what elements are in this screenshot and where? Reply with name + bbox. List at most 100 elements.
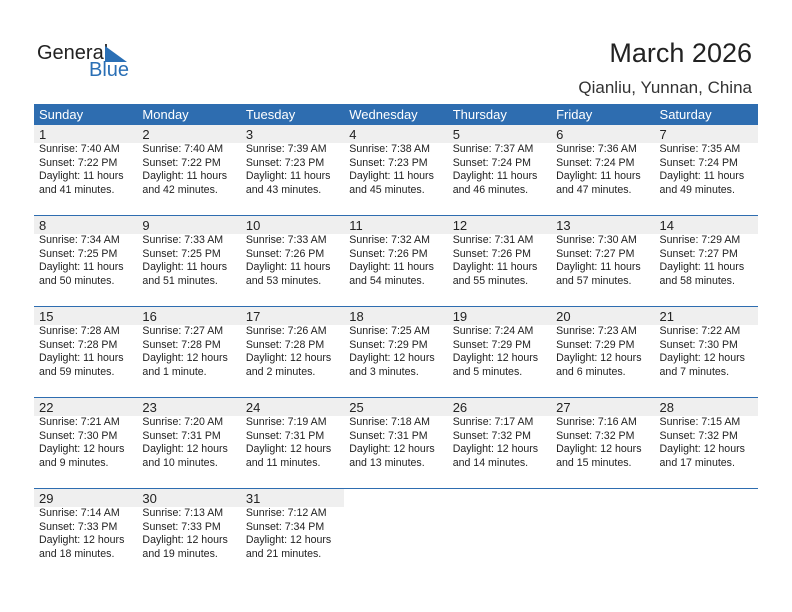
sunset-text: Sunset: 7:24 PM <box>556 156 635 169</box>
day-info: Sunrise: 7:14 AM Sunset: 7:33 PM Daylight:… <box>34 507 137 561</box>
day-number: 7 <box>654 125 758 143</box>
day-cell: 12 Sunrise: 7:31 AM Sunset: 7:26 PM Dayligh… <box>447 215 552 307</box>
day-info: Sunrise: 7:17 AM Sunset: 7:32 PM Daylight:… <box>448 416 551 470</box>
sunset-text: Sunset: 7:26 PM <box>245 247 325 260</box>
day-info: Sunrise: 7:39 AM Sunset: 7:23 PM Daylight:… <box>241 143 344 197</box>
sunset-text: Sunset: 7:28 PM <box>142 338 221 351</box>
sunset-text: Sunset: 7:28 PM <box>245 338 325 351</box>
week-row: 29 Sunrise: 7:14 AM Sunset: 7:33 PM Dayligh… <box>34 488 758 579</box>
day-cell: 15 Sunrise: 7:28 AM Sunset: 7:28 PM Dayligh… <box>34 306 138 398</box>
sunrise-text: Sunrise: 7:20 AM <box>142 416 224 428</box>
sunset-text: Sunset: 7:32 PM <box>556 429 635 442</box>
daylight2-text: and 9 minutes. <box>39 456 109 469</box>
day-number: 26 <box>447 398 552 416</box>
daylight2-text: and 3 minutes. <box>349 365 419 378</box>
sunrise-text: Sunrise: 7:31 AM <box>452 234 534 246</box>
empty-cell <box>344 488 448 579</box>
page-title: March 2026 <box>609 38 752 68</box>
day-number: 31 <box>240 489 345 507</box>
daylight2-text: and 55 minutes. <box>452 274 529 287</box>
sunrise-text: Sunrise: 7:30 AM <box>556 234 637 246</box>
daylight2-text: and 50 minutes. <box>39 274 115 287</box>
day-cell: 31 Sunrise: 7:12 AM Sunset: 7:34 PM Dayligh… <box>240 488 345 579</box>
day-info: Sunrise: 7:28 AM Sunset: 7:28 PM Daylight:… <box>34 325 137 379</box>
sunrise-text: Sunrise: 7:19 AM <box>245 416 327 428</box>
daylight2-text: and 17 minutes. <box>659 456 735 469</box>
day-info: Sunrise: 7:40 AM Sunset: 7:22 PM Daylight:… <box>34 143 137 197</box>
daylight2-text: and 14 minutes. <box>452 456 529 469</box>
daylight1-text: Daylight: 11 hours <box>245 261 331 274</box>
day-info: Sunrise: 7:34 AM Sunset: 7:25 PM Daylight:… <box>34 234 137 288</box>
sunrise-text: Sunrise: 7:28 AM <box>39 325 120 337</box>
daylight1-text: Daylight: 11 hours <box>659 170 745 183</box>
day-info: Sunrise: 7:23 AM Sunset: 7:29 PM Daylight:… <box>551 325 654 379</box>
day-cell: 29 Sunrise: 7:14 AM Sunset: 7:33 PM Dayligh… <box>34 488 138 579</box>
sunrise-text: Sunrise: 7:32 AM <box>349 234 430 246</box>
sunset-text: Sunset: 7:25 PM <box>39 247 118 260</box>
sunset-text: Sunset: 7:32 PM <box>659 429 738 442</box>
sunset-text: Sunset: 7:33 PM <box>39 520 118 533</box>
daylight2-text: and 49 minutes. <box>659 183 735 196</box>
day-cell: 19 Sunrise: 7:24 AM Sunset: 7:29 PM Dayligh… <box>447 306 552 398</box>
day-cell: 17 Sunrise: 7:26 AM Sunset: 7:28 PM Dayligh… <box>240 306 345 398</box>
daylight1-text: Daylight: 12 hours <box>659 443 745 456</box>
sunset-text: Sunset: 7:24 PM <box>659 156 738 169</box>
sunrise-text: Sunrise: 7:21 AM <box>39 416 120 428</box>
day-cell: 9 Sunrise: 7:33 AM Sunset: 7:25 PM Daylight… <box>137 215 241 307</box>
sunrise-text: Sunrise: 7:40 AM <box>39 143 120 155</box>
sunset-text: Sunset: 7:25 PM <box>142 247 221 260</box>
day-cell: 30 Sunrise: 7:13 AM Sunset: 7:33 PM Dayligh… <box>137 488 241 579</box>
daylight1-text: Daylight: 12 hours <box>142 534 228 547</box>
daylight1-text: Daylight: 11 hours <box>39 170 124 183</box>
day-number: 19 <box>447 307 552 325</box>
daylight2-text: and 5 minutes. <box>452 365 523 378</box>
day-cell: 4 Sunrise: 7:38 AM Sunset: 7:23 PM Daylight… <box>344 125 448 216</box>
daylight2-text: and 1 minute. <box>142 365 207 378</box>
day-cell: 25 Sunrise: 7:18 AM Sunset: 7:31 PM Dayligh… <box>344 397 448 489</box>
week-row: 1 Sunrise: 7:40 AM Sunset: 7:22 PM Daylight… <box>34 125 758 216</box>
daylight2-text: and 10 minutes. <box>142 456 218 469</box>
sunset-text: Sunset: 7:28 PM <box>39 338 118 351</box>
daylight2-text: and 51 minutes. <box>142 274 218 287</box>
sunset-text: Sunset: 7:24 PM <box>452 156 532 169</box>
daylight2-text: and 59 minutes. <box>39 365 115 378</box>
day-cell: 18 Sunrise: 7:25 AM Sunset: 7:29 PM Dayligh… <box>344 306 448 398</box>
day-number: 28 <box>654 398 758 416</box>
day-info: Sunrise: 7:19 AM Sunset: 7:31 PM Daylight:… <box>241 416 344 470</box>
sunrise-text: Sunrise: 7:22 AM <box>659 325 741 337</box>
day-cell: 7 Sunrise: 7:35 AM Sunset: 7:24 PM Daylight… <box>654 125 758 216</box>
daylight1-text: Daylight: 12 hours <box>349 352 435 365</box>
daylight2-text: and 15 minutes. <box>556 456 632 469</box>
day-number: 20 <box>551 307 655 325</box>
day-number: 4 <box>344 125 448 143</box>
day-number: 8 <box>34 216 138 234</box>
daylight1-text: Daylight: 12 hours <box>452 352 539 365</box>
day-info: Sunrise: 7:13 AM Sunset: 7:33 PM Daylight:… <box>137 507 240 561</box>
day-info: Sunrise: 7:18 AM Sunset: 7:31 PM Daylight:… <box>344 416 447 470</box>
day-info: Sunrise: 7:30 AM Sunset: 7:27 PM Daylight:… <box>551 234 654 288</box>
day-info: Sunrise: 7:36 AM Sunset: 7:24 PM Daylight:… <box>551 143 654 197</box>
day-number: 3 <box>240 125 345 143</box>
daylight1-text: Daylight: 12 hours <box>245 443 332 456</box>
day-cell: 8 Sunrise: 7:34 AM Sunset: 7:25 PM Daylight… <box>34 215 138 307</box>
sunrise-text: Sunrise: 7:33 AM <box>142 234 224 246</box>
day-info: Sunrise: 7:20 AM Sunset: 7:31 PM Daylight:… <box>137 416 240 470</box>
daylight1-text: Daylight: 11 hours <box>142 170 228 183</box>
day-cell: 21 Sunrise: 7:22 AM Sunset: 7:30 PM Dayligh… <box>654 306 758 398</box>
sunrise-text: Sunrise: 7:24 AM <box>452 325 534 337</box>
weekday-wednesday: Wednesday <box>344 104 448 125</box>
sunrise-text: Sunrise: 7:33 AM <box>245 234 327 246</box>
day-number: 11 <box>344 216 448 234</box>
daylight2-text: and 41 minutes. <box>39 183 115 196</box>
day-number: 23 <box>137 398 241 416</box>
day-cell: 28 Sunrise: 7:15 AM Sunset: 7:32 PM Dayligh… <box>654 397 758 489</box>
sunrise-text: Sunrise: 7:27 AM <box>142 325 224 337</box>
sunset-text: Sunset: 7:23 PM <box>349 156 428 169</box>
daylight1-text: Daylight: 11 hours <box>659 261 745 274</box>
day-info: Sunrise: 7:26 AM Sunset: 7:28 PM Daylight:… <box>241 325 344 379</box>
daylight1-text: Daylight: 12 hours <box>556 352 642 365</box>
daylight1-text: Daylight: 11 hours <box>452 170 538 183</box>
daylight1-text: Daylight: 12 hours <box>245 534 332 547</box>
daylight2-text: and 7 minutes. <box>659 365 730 378</box>
